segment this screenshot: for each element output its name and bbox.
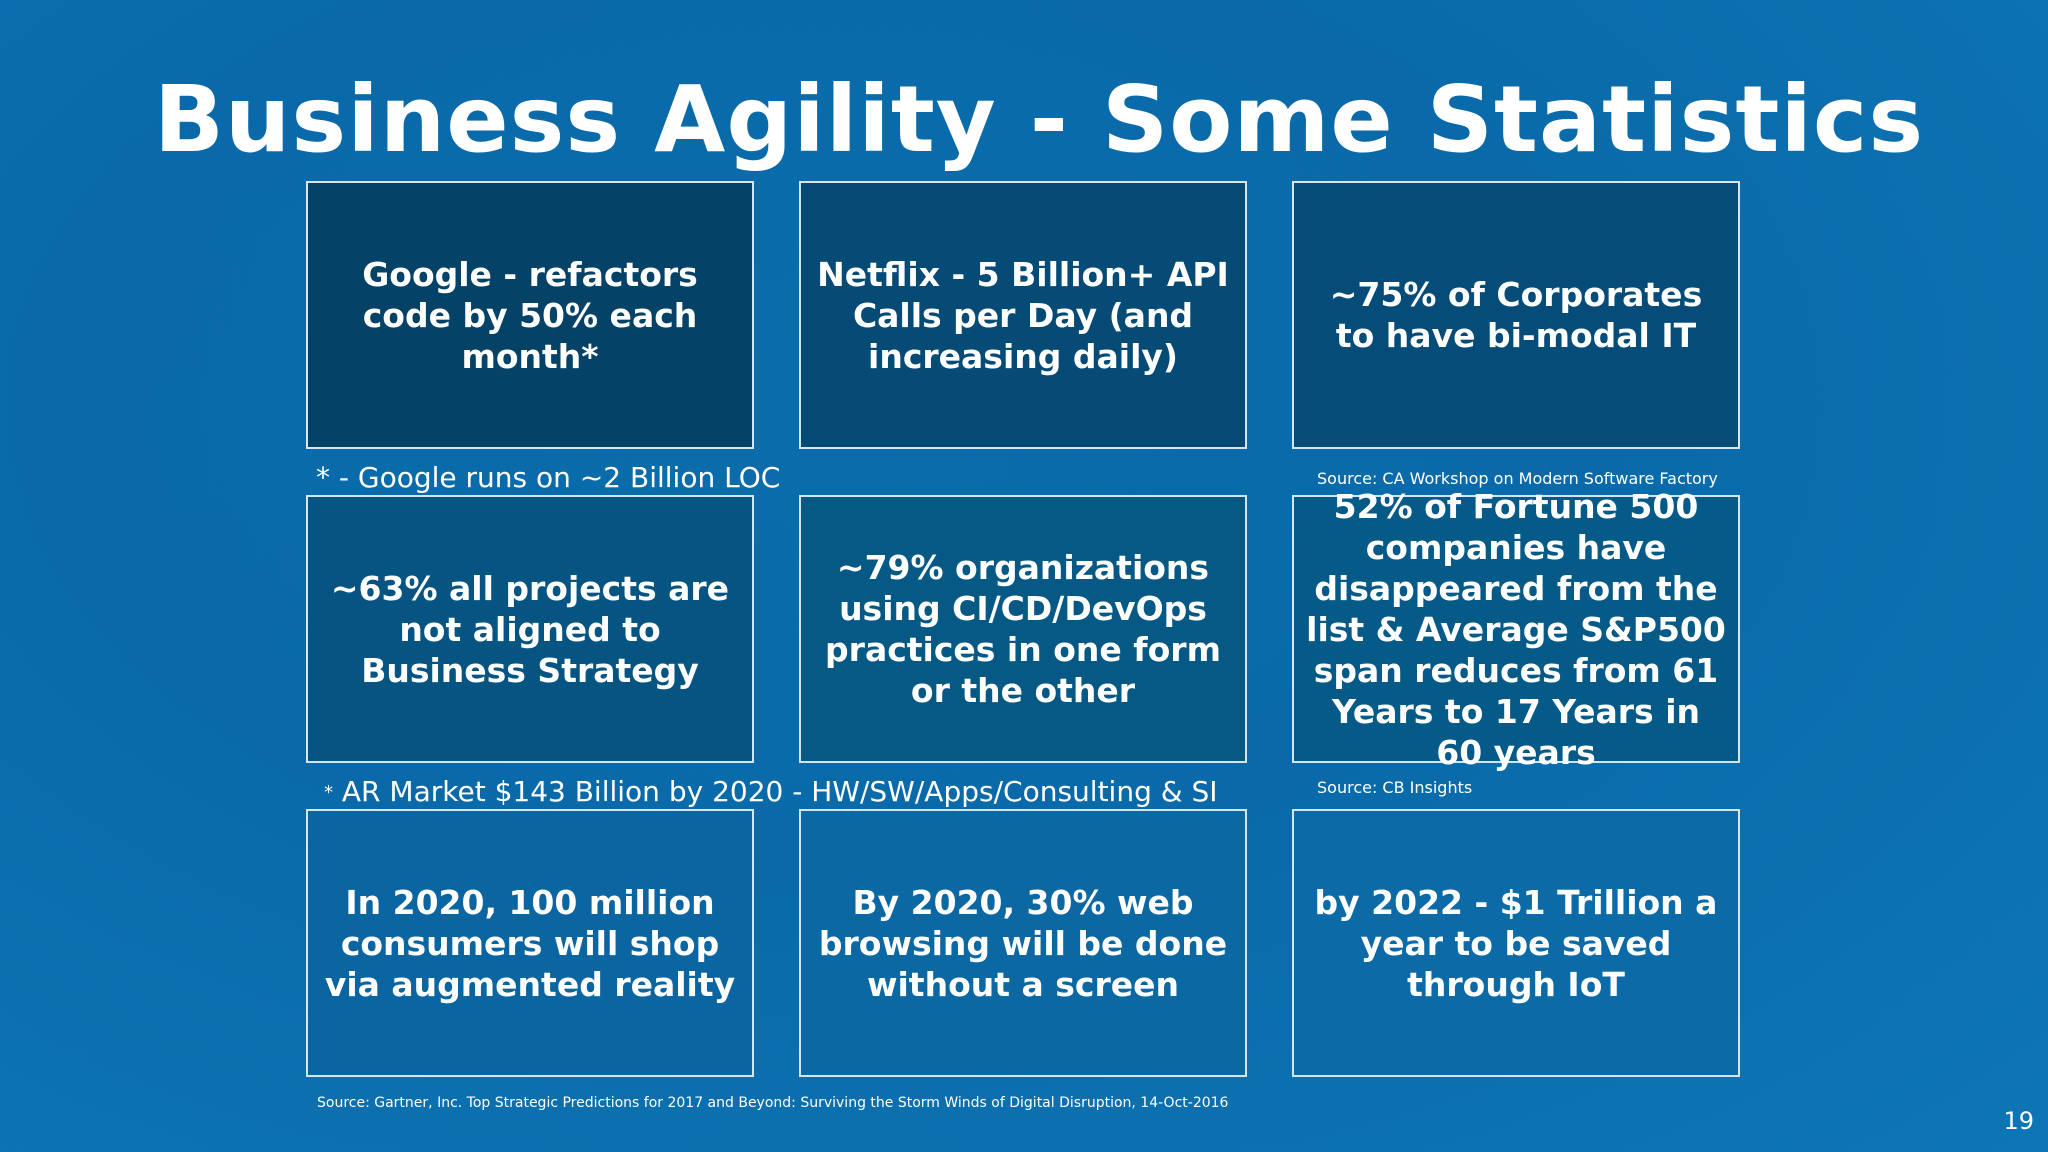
stat-card-devops: ~79% organizations using CI/CD/DevOps pr… xyxy=(799,495,1247,763)
stat-card-bimodal: ~75% of Corporates to have bi-modal IT xyxy=(1292,181,1740,449)
source-ca-note: Source: CA Workshop on Modern Software F… xyxy=(1317,469,1718,488)
ar-market-note: * AR Market $143 Billion by 2020 - HW/SW… xyxy=(324,774,1218,811)
source-gartner-note: Source: Gartner, Inc. Top Strategic Pred… xyxy=(317,1095,1229,1111)
stat-card-iot: by 2022 - $1 Trillion a year to be saved… xyxy=(1292,809,1740,1077)
google-loc-note: * - Google runs on ~2 Billion LOC xyxy=(316,461,781,494)
stat-card-google: Google - refactors code by 50% each mont… xyxy=(306,181,754,449)
stat-card-ar: In 2020, 100 million consumers will shop… xyxy=(306,809,754,1077)
page-number: 19 xyxy=(2003,1107,2034,1135)
stat-card-fortune: 52% of Fortune 500 companies have disapp… xyxy=(1292,487,1740,772)
ar-market-asterisk: * xyxy=(324,782,333,803)
source-cb-note: Source: CB Insights xyxy=(1317,778,1473,797)
slide-title: Business Agility - Some Statistics xyxy=(153,66,1925,173)
stat-card-web: By 2020, 30% web browsing will be done w… xyxy=(799,809,1247,1077)
stat-card-projects: ~63% all projects are not aligned to Bus… xyxy=(306,495,754,763)
ar-market-text: AR Market $143 Billion by 2020 - HW/SW/A… xyxy=(341,775,1218,808)
stat-card-netflix: Netflix - 5 Billion+ API Calls per Day (… xyxy=(799,181,1247,449)
